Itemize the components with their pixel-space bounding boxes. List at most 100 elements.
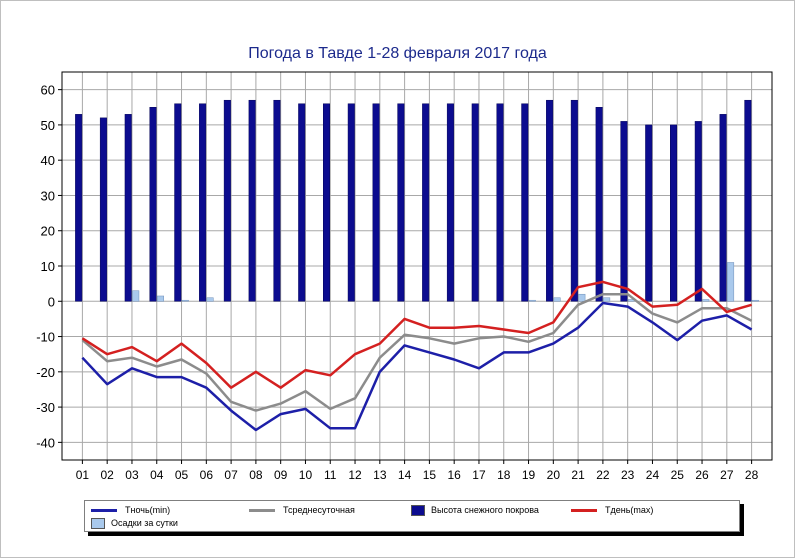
precip-bar <box>603 297 611 302</box>
snow-bar <box>744 99 752 302</box>
x-tick-label: 12 <box>348 468 362 482</box>
legend-item-tmin: Тночь(min) <box>91 504 170 516</box>
precip-bar <box>132 290 140 302</box>
legend-swatch-tavg <box>249 508 275 512</box>
x-tick-label: 13 <box>373 468 387 482</box>
x-tick-label: 04 <box>150 468 164 482</box>
x-tick-label: 14 <box>398 468 412 482</box>
x-tick-label: 24 <box>646 468 660 482</box>
tmax-line <box>81 280 752 389</box>
y-tick-label: -30 <box>36 400 55 415</box>
legend-label-tmax: Тдень(max) <box>605 505 654 515</box>
x-tick-label: 09 <box>274 468 288 482</box>
x-tick-label: 19 <box>522 468 536 482</box>
y-tick-label: -40 <box>36 435 55 450</box>
legend-swatch-snow <box>411 504 425 516</box>
snow-bar <box>199 103 207 302</box>
legend-label-snow: Высота снежного покрова <box>431 505 539 515</box>
snow-bar <box>347 103 355 302</box>
y-tick-label: 20 <box>41 224 55 239</box>
snow-bar <box>397 103 405 302</box>
x-tick-label: 15 <box>423 468 437 482</box>
snow-bar <box>670 124 677 302</box>
x-tick-label: 11 <box>324 468 337 482</box>
x-tick-label: 25 <box>671 468 685 482</box>
snow-bar <box>496 103 504 302</box>
snow-bar <box>323 103 330 302</box>
snow-bar <box>471 103 479 302</box>
snow-bar <box>75 114 83 302</box>
snow-bar <box>298 103 306 302</box>
precip-bar <box>206 297 214 302</box>
y-tick-label: -10 <box>36 330 55 345</box>
precip-bar <box>727 262 735 302</box>
legend-label-precip: Осадки за сутки <box>111 518 178 528</box>
legend-swatch-precip <box>91 517 105 529</box>
snow-bar <box>174 103 182 302</box>
tavg-line <box>81 292 753 412</box>
precip-bar <box>181 299 189 302</box>
snow-bar <box>595 107 603 302</box>
plot-border <box>61 71 773 461</box>
snow-bar <box>248 99 256 302</box>
x-tick-label: 22 <box>596 468 610 482</box>
chart-title: Погода в Тавде 1-28 февраля 2017 года <box>248 45 547 62</box>
snow-bar <box>149 107 157 302</box>
x-tick-label: 28 <box>745 468 759 482</box>
x-tick-label: 26 <box>695 468 709 482</box>
y-tick-label: 10 <box>41 259 55 274</box>
legend-item-tmax: Тдень(max) <box>571 504 653 516</box>
snow-bar <box>124 114 132 302</box>
snow-bar <box>372 103 380 302</box>
legend-swatch-tmax <box>571 508 597 512</box>
snow-bar <box>570 99 578 302</box>
x-tick-label: 21 <box>571 468 585 482</box>
precip-bar <box>553 297 561 302</box>
snow-bar <box>223 99 231 302</box>
x-tick-label: 02 <box>100 468 114 482</box>
snow-bar <box>719 114 727 302</box>
legend: Тночь(min) Тсреднесуточная Высота снежно… <box>84 500 740 532</box>
legend-swatch-tmin <box>91 508 117 512</box>
tmin-line <box>81 301 753 432</box>
x-tick-label: 23 <box>621 468 635 482</box>
x-tick-label: 18 <box>497 468 511 482</box>
x-tick-label: 16 <box>447 468 461 482</box>
x-tick-label: 10 <box>299 468 313 482</box>
x-tick-label: 27 <box>720 468 734 482</box>
precip-bar <box>751 299 759 302</box>
x-tick-label: 07 <box>224 468 238 482</box>
snow-bar <box>273 99 281 302</box>
snow-bar <box>645 124 653 302</box>
legend-label-tavg: Тсреднесуточная <box>283 505 355 515</box>
precip-bar <box>528 299 536 302</box>
y-tick-label: -20 <box>36 365 55 380</box>
y-tick-label: 40 <box>41 153 55 168</box>
y-tick-label: 50 <box>41 118 55 133</box>
x-tick-label: 17 <box>472 468 486 482</box>
legend-item-tavg: Тсреднесуточная <box>249 504 355 516</box>
snow-bar <box>620 121 628 302</box>
x-tick-label: 01 <box>76 468 90 482</box>
y-tick-label: 60 <box>41 83 55 98</box>
legend-label-tmin: Тночь(min) <box>125 505 171 515</box>
snow-bar <box>546 99 554 302</box>
x-tick-label: 08 <box>249 468 263 482</box>
x-tick-label: 05 <box>175 468 189 482</box>
precip-bar <box>578 293 586 302</box>
snow-bar <box>99 117 107 302</box>
precip-bar <box>157 295 164 302</box>
legend-item-precip: Осадки за сутки <box>91 517 178 529</box>
precip-bar <box>702 299 710 302</box>
x-tick-label: 20 <box>547 468 561 482</box>
y-tick-label: 0 <box>48 294 55 309</box>
y-tick-label: 30 <box>41 188 55 203</box>
snow-bar <box>694 121 702 302</box>
legend-item-snow: Высота снежного покрова <box>411 504 539 516</box>
snow-bar <box>422 103 430 302</box>
x-tick-label: 03 <box>125 468 139 482</box>
x-tick-label: 06 <box>200 468 214 482</box>
snow-bar <box>521 103 529 302</box>
snow-bar <box>446 103 454 302</box>
